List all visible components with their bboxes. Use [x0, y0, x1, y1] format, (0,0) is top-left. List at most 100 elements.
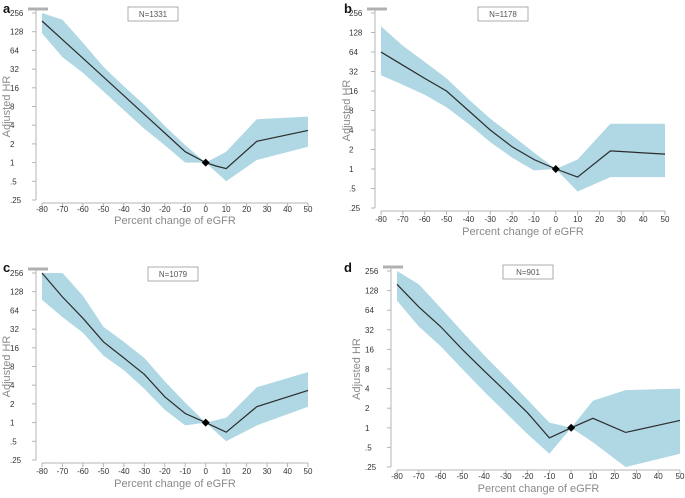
- n-label-box: [477, 6, 529, 22]
- x-tick-label: -40: [478, 472, 490, 481]
- x-tick-label: 50: [661, 215, 670, 224]
- hr-line: [380, 51, 666, 178]
- y-tick-label: .25: [349, 204, 361, 213]
- panel-letter: b: [344, 1, 352, 16]
- x-tick-label: -30: [500, 472, 512, 481]
- x-tick-label: -80: [375, 215, 387, 224]
- x-tick-label: 30: [632, 472, 641, 481]
- x-tick-label: 0: [569, 472, 574, 481]
- n-label: N=901: [516, 268, 540, 277]
- x-tick-label: -60: [77, 467, 89, 476]
- x-tick-label: 20: [610, 472, 619, 481]
- x-tick-label: -20: [506, 215, 518, 224]
- reference-point-marker: [567, 423, 576, 432]
- y-tick-label: 2: [365, 404, 370, 413]
- x-tick-label: 30: [617, 215, 626, 224]
- x-tick-label: 10: [588, 472, 597, 481]
- y-tick-label: 32: [349, 68, 358, 77]
- panel-letter: d: [344, 260, 352, 275]
- x-tick-label: -80: [36, 467, 48, 476]
- x-tick-label: -60: [419, 215, 431, 224]
- y-axis-title: Adjusted HR: [351, 338, 363, 400]
- x-tick-label: -60: [435, 472, 447, 481]
- x-tick-label: -70: [57, 467, 69, 476]
- y-tick-label: 8: [365, 365, 370, 374]
- y-axis-title: Adjusted HR: [1, 336, 13, 398]
- y-axis-title: Adjusted HR: [1, 76, 13, 138]
- y-tick-label: .5: [365, 443, 372, 452]
- x-tick-label: -80: [391, 472, 403, 481]
- x-tick-label: 50: [304, 467, 313, 476]
- x-tick-label: -10: [528, 215, 540, 224]
- y-tick-label: 64: [10, 306, 19, 315]
- y-tick-label: 32: [10, 325, 19, 334]
- x-tick-label: -20: [159, 205, 171, 214]
- panel-letter: c: [3, 260, 10, 275]
- reference-point-marker: [201, 158, 210, 167]
- y-tick-label: 256: [10, 269, 24, 278]
- x-tick-label: -80: [36, 205, 48, 214]
- x-tick-label: 0: [554, 215, 559, 224]
- hr-line: [396, 283, 681, 439]
- y-tick-label: 16: [349, 87, 358, 96]
- y-tick-label: 8: [10, 363, 15, 372]
- x-tick-label: -40: [463, 215, 475, 224]
- x-tick-label: 20: [242, 205, 251, 214]
- y-axis-title: Adjusted HR: [341, 80, 353, 142]
- y-tick-label: 128: [349, 29, 363, 38]
- x-tick-label: 40: [639, 215, 648, 224]
- y-tick-label: 4: [349, 126, 354, 135]
- y-tick-label: 8: [10, 103, 15, 112]
- ci-band: [381, 26, 665, 192]
- x-axis-title: Percent change of eGFR: [114, 215, 236, 227]
- n-label-box: [502, 264, 554, 280]
- y-tick-label: 8: [349, 107, 354, 116]
- x-tick-label: -30: [139, 205, 151, 214]
- x-tick-label: -50: [441, 215, 453, 224]
- y-tick-label: 1: [10, 419, 15, 428]
- x-tick-label: 0: [203, 205, 208, 214]
- x-tick-label: -70: [413, 472, 425, 481]
- panel-d: d .25 .5 1 2 4 8 16 32 64 128 256 -80 -70 -60 -50 -40 -30…: [344, 260, 685, 495]
- x-tick-label: 40: [283, 467, 292, 476]
- x-tick-label: -50: [457, 472, 469, 481]
- x-axis-title: Percent change of eGFR: [478, 483, 600, 495]
- y-tick-label: 64: [349, 48, 358, 57]
- ci-band: [397, 271, 680, 467]
- x-tick-label: -40: [118, 205, 130, 214]
- y-tick-label: .25: [10, 456, 22, 465]
- x-tick-label: 30: [263, 205, 272, 214]
- n-label: N=1079: [159, 270, 188, 279]
- y-tick-label: 32: [10, 65, 19, 74]
- ci-band: [42, 13, 308, 182]
- y-tick-label: 1: [365, 424, 370, 433]
- x-tick-label: 50: [304, 205, 313, 214]
- x-tick-label: -10: [179, 467, 191, 476]
- y-tick-label: 128: [365, 287, 379, 296]
- y-tick-label: 16: [365, 345, 374, 354]
- y-tick-label: 16: [10, 344, 19, 353]
- x-tick-label: -50: [98, 467, 110, 476]
- y-tick-label: 128: [10, 28, 24, 37]
- y-tick-label: 2: [349, 146, 354, 155]
- x-tick-label: 0: [203, 467, 208, 476]
- y-tick-label: .5: [10, 437, 17, 446]
- x-tick-label: 10: [222, 205, 231, 214]
- y-tick-label: 4: [10, 381, 15, 390]
- y-tick-label: 2: [10, 400, 15, 409]
- y-tick-label: 16: [10, 84, 19, 93]
- ci-band: [42, 273, 308, 442]
- x-tick-label: -60: [77, 205, 89, 214]
- x-tick-label: -20: [522, 472, 534, 481]
- y-tick-label: 1: [10, 159, 15, 168]
- y-tick-label: 256: [349, 9, 363, 18]
- panel-b: b .25 .5 1 2 4 8 16 32 64 128 256 -80 -70 -60 -50 -40 -30…: [341, 1, 670, 238]
- x-tick-label: -10: [179, 205, 191, 214]
- y-tick-label: 32: [365, 326, 374, 335]
- panel-a: a .25 .5 1 2 4 8 16 32 64 128 256 -80 -70 -60 -50 -40 -30…: [1, 1, 313, 227]
- x-tick-label: 40: [654, 472, 663, 481]
- y-tick-label: 128: [10, 288, 24, 297]
- hr-line: [41, 20, 309, 170]
- n-label-box: [147, 266, 199, 282]
